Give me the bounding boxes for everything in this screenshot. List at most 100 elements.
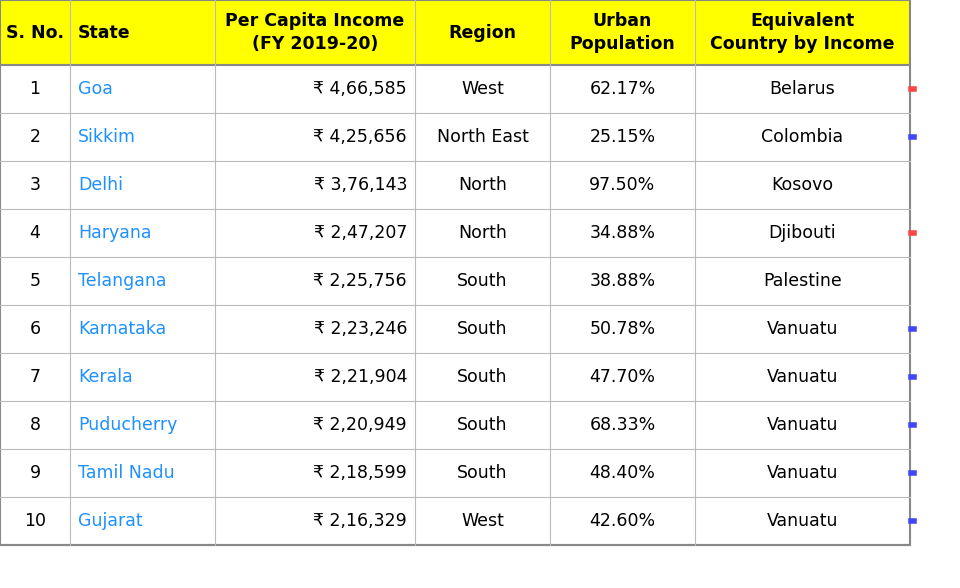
Text: ₹ 2,23,246: ₹ 2,23,246	[314, 320, 407, 338]
Text: 3: 3	[30, 176, 40, 194]
Text: ₹ 2,16,329: ₹ 2,16,329	[313, 512, 407, 530]
Bar	[695, 161, 910, 209]
Text: Equivalent
Country by Income: Equivalent Country by Income	[710, 12, 895, 52]
Bar	[70, 401, 215, 449]
Bar	[215, 497, 415, 545]
Text: Palestine: Palestine	[763, 272, 842, 290]
Bar	[0, 497, 70, 545]
Text: South: South	[457, 464, 508, 482]
Text: 9: 9	[30, 464, 40, 482]
Text: Haryana: Haryana	[78, 224, 152, 242]
Text: Sikkim: Sikkim	[78, 128, 136, 146]
Text: 10: 10	[24, 512, 46, 530]
Text: 5: 5	[30, 272, 40, 290]
Text: 25.15%: 25.15%	[589, 128, 656, 146]
Bar	[415, 0, 550, 65]
Bar	[695, 65, 910, 113]
Bar	[0, 65, 70, 113]
Bar	[0, 0, 70, 65]
Bar	[415, 113, 550, 161]
Bar	[215, 0, 415, 65]
Bar	[550, 401, 695, 449]
Bar	[415, 257, 550, 305]
Text: 47.70%: 47.70%	[589, 368, 656, 386]
Bar	[415, 65, 550, 113]
Text: 97.50%: 97.50%	[589, 176, 656, 194]
Bar	[0, 305, 70, 353]
Text: 2: 2	[30, 128, 40, 146]
Bar	[695, 401, 910, 449]
Bar	[70, 497, 215, 545]
Bar	[215, 65, 415, 113]
Bar	[0, 257, 70, 305]
Text: Per Capita Income
(FY 2019-20): Per Capita Income (FY 2019-20)	[226, 12, 404, 52]
Text: 7: 7	[30, 368, 40, 386]
Bar	[70, 353, 215, 401]
Bar	[70, 257, 215, 305]
Text: West: West	[461, 80, 504, 98]
Text: ₹ 2,18,599: ₹ 2,18,599	[313, 464, 407, 482]
Text: North East: North East	[437, 128, 528, 146]
Bar	[550, 65, 695, 113]
Text: Urban
Population: Urban Population	[569, 12, 676, 52]
Bar	[415, 209, 550, 257]
Bar	[415, 305, 550, 353]
Text: S. No.: S. No.	[6, 24, 64, 42]
Text: Puducherry: Puducherry	[78, 416, 178, 434]
Text: Vanuatu: Vanuatu	[767, 512, 838, 530]
Text: Belarus: Belarus	[770, 80, 835, 98]
Bar	[550, 0, 695, 65]
Bar	[695, 305, 910, 353]
Bar	[550, 161, 695, 209]
Bar	[695, 353, 910, 401]
Bar	[550, 497, 695, 545]
Text: 68.33%: 68.33%	[589, 416, 656, 434]
Text: Goa: Goa	[78, 80, 113, 98]
Bar	[215, 401, 415, 449]
Text: ₹ 2,20,949: ₹ 2,20,949	[313, 416, 407, 434]
Bar	[0, 113, 70, 161]
Text: ₹ 4,25,656: ₹ 4,25,656	[313, 128, 407, 146]
Text: 48.40%: 48.40%	[589, 464, 656, 482]
Bar	[415, 353, 550, 401]
Text: Region: Region	[448, 24, 516, 42]
Text: Kerala: Kerala	[78, 368, 132, 386]
Text: Colombia: Colombia	[761, 128, 844, 146]
Text: 34.88%: 34.88%	[589, 224, 656, 242]
Bar	[550, 257, 695, 305]
Text: 8: 8	[30, 416, 40, 434]
Bar	[695, 257, 910, 305]
Bar	[70, 65, 215, 113]
Bar	[695, 497, 910, 545]
Text: 62.17%: 62.17%	[589, 80, 656, 98]
Bar	[215, 113, 415, 161]
Text: North: North	[458, 224, 507, 242]
Bar	[0, 161, 70, 209]
Bar	[70, 113, 215, 161]
Text: 42.60%: 42.60%	[589, 512, 656, 530]
Bar	[695, 113, 910, 161]
Text: State: State	[78, 24, 131, 42]
Text: North: North	[458, 176, 507, 194]
Text: South: South	[457, 272, 508, 290]
Bar	[415, 497, 550, 545]
Bar	[415, 161, 550, 209]
Bar	[215, 353, 415, 401]
Text: ₹ 2,47,207: ₹ 2,47,207	[314, 224, 407, 242]
Bar	[0, 401, 70, 449]
Text: 4: 4	[30, 224, 40, 242]
Text: West: West	[461, 512, 504, 530]
Text: Vanuatu: Vanuatu	[767, 320, 838, 338]
Bar	[215, 209, 415, 257]
Bar	[215, 257, 415, 305]
Bar	[0, 209, 70, 257]
Bar	[550, 353, 695, 401]
Bar	[215, 305, 415, 353]
Text: 38.88%: 38.88%	[589, 272, 656, 290]
Text: Vanuatu: Vanuatu	[767, 368, 838, 386]
Bar	[695, 209, 910, 257]
Bar	[215, 449, 415, 497]
Bar	[550, 449, 695, 497]
Text: Delhi: Delhi	[78, 176, 123, 194]
Text: Tamil Nadu: Tamil Nadu	[78, 464, 175, 482]
